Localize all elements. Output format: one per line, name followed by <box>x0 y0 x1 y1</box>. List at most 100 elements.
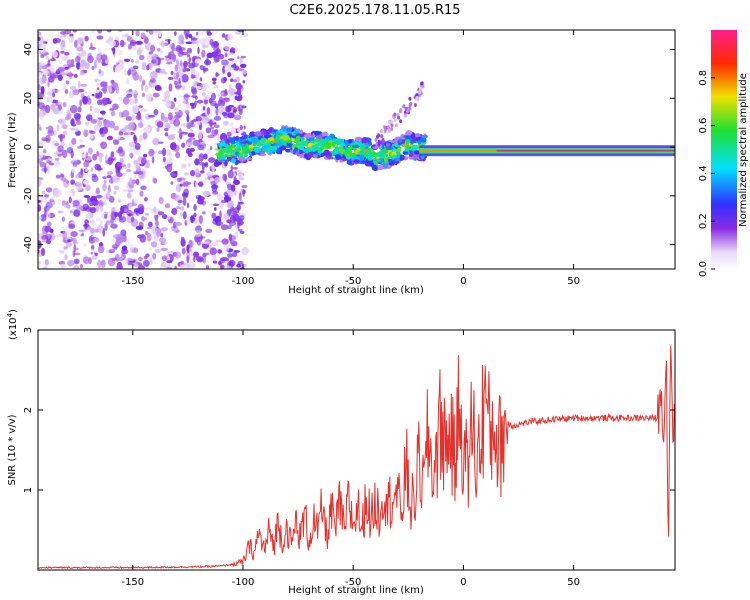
spectrogram-noise-blob <box>197 198 204 205</box>
spectrogram-noise-blob <box>62 130 68 135</box>
spectrogram-noise-blob <box>76 46 84 52</box>
spectrogram-noise-blob <box>73 209 81 218</box>
spectrogram-signal-blob <box>248 138 252 142</box>
spectrogram-noise-blob <box>133 65 139 70</box>
spectrogram-signal-blob <box>219 141 226 147</box>
spectrogram-noise-blob <box>82 203 89 210</box>
spectrogram-noise-blob <box>199 170 205 174</box>
spectrogram-signal-blob <box>284 148 291 152</box>
snr-x-label: Height of straight line (km) <box>288 585 424 596</box>
spectrogram-noise-blob <box>73 73 78 78</box>
spectrogram-noise-blob <box>135 178 140 185</box>
spectrogram-noise-blob <box>167 215 171 220</box>
spectrogram-noise-blob <box>123 132 129 135</box>
spectrogram-noise-blob <box>121 245 128 251</box>
spectrogram-noise-blob <box>90 167 94 172</box>
spectrogram-signal-blob <box>276 140 284 147</box>
spectrogram-noise-blob <box>62 230 67 240</box>
spectrogram-noise-blob <box>163 91 166 100</box>
spectrogram-noise-blob <box>204 161 209 168</box>
spectrogram-noise-blob <box>179 183 183 187</box>
spectrogram-signal-blob <box>247 140 253 145</box>
spectrogram-signal-blob <box>225 139 230 144</box>
spectrogram-noise-blob <box>228 58 235 61</box>
spectrogram-noise-blob <box>128 152 134 158</box>
spectrogram-noise-blob <box>206 52 214 59</box>
spectrogram-noise-blob <box>222 120 229 126</box>
spectrogram-noise-blob <box>211 164 215 172</box>
spectrogram-noise-blob <box>191 105 195 110</box>
spectrogram-noise-blob <box>186 202 190 209</box>
spectrogram-noise-blob <box>201 119 209 126</box>
spectrogram-noise-blob <box>191 95 198 98</box>
spectrogram-noise-blob <box>45 55 50 60</box>
spectrogram-noise-blob <box>193 187 198 193</box>
spectrogram-noise-blob <box>167 157 173 165</box>
spectrogram-noise-blob <box>100 195 107 203</box>
spectrogram-noise-blob <box>195 168 200 177</box>
spectrogram-noise-blob <box>88 240 96 244</box>
spectrogram-noise-blob <box>179 212 183 217</box>
spectrogram-noise-blob <box>166 260 173 264</box>
spectrogram-noise-blob <box>94 59 97 69</box>
spectrogram-noise-blob <box>202 256 206 264</box>
spectrogram-noise-blob <box>179 77 183 82</box>
spectrogram-noise-blob <box>128 141 136 148</box>
spectrogram-noise-blob <box>56 234 63 238</box>
spectrogram-noise-blob <box>115 85 120 94</box>
spectrogram-noise-blob <box>41 156 49 160</box>
spectrogram-noise-blob <box>135 162 141 170</box>
spectrogram-noise-blob <box>120 128 127 133</box>
spectrogram-noise-blob <box>215 239 222 243</box>
spectrogram-noise-blob <box>168 83 173 92</box>
spectrogram-noise-blob <box>237 228 243 232</box>
spectrogram-signal-blob <box>291 133 296 136</box>
spectrogram-noise-blob <box>154 212 158 216</box>
spectrogram-noise-blob <box>187 162 192 167</box>
spectrogram-signal-blob <box>317 150 323 153</box>
spectrogram-noise-blob <box>102 176 107 180</box>
spectrogram-noise-blob <box>224 88 228 95</box>
spectrogram-noise-blob <box>129 243 135 251</box>
spectrogram-x-label: Height of straight line (km) <box>288 285 424 296</box>
spectrogram-noise-blob <box>186 47 193 54</box>
spectrogram-noise-blob <box>220 199 227 204</box>
spectrogram-noise-blob <box>90 227 95 234</box>
spectrogram-signal-blob <box>235 151 239 156</box>
spectrogram-noise-blob <box>237 220 244 226</box>
spectrogram-noise-blob <box>134 198 139 204</box>
spectrogram-noise-blob <box>144 231 149 236</box>
spectrogram-noise-blob <box>129 177 132 185</box>
spectrogram-noise-blob <box>202 252 210 256</box>
spectrogram-noise-blob <box>132 198 135 206</box>
spectrogram-noise-blob <box>180 238 186 247</box>
x-tick-label: 50 <box>567 577 580 588</box>
spectrogram-noise-blob <box>168 52 172 60</box>
spectrogram-noise-blob <box>50 103 56 111</box>
spectrogram-noise-blob <box>96 35 104 40</box>
spectrogram-signal-blob <box>307 151 314 158</box>
spectrogram-signal-blob <box>260 137 266 144</box>
spectrogram-signal-blob <box>375 156 380 159</box>
spectrogram-noise-blob <box>157 141 164 144</box>
spectrogram-noise-blob <box>214 129 219 135</box>
spectrogram-noise-blob <box>142 35 147 40</box>
spectrogram-noise-blob <box>173 97 177 102</box>
spectrogram-drift-blob <box>409 102 413 106</box>
spectrogram-noise-blob <box>217 221 223 226</box>
spectrogram-noise-blob <box>122 109 130 118</box>
spectrogram-noise-blob <box>215 71 219 78</box>
spectrogram-noise-blob <box>117 234 124 244</box>
spectrogram-signal-blob <box>267 137 275 142</box>
spectrogram-noise-blob <box>91 200 96 205</box>
spectrogram-noise-blob <box>117 135 121 139</box>
spectrogram-noise-blob <box>175 251 182 259</box>
spectrogram-signal-blob <box>230 158 236 164</box>
spectrogram-noise-blob <box>238 68 245 72</box>
spectrogram-noise-blob <box>139 134 143 143</box>
spectrogram-noise-blob <box>73 264 80 269</box>
spectrogram-noise-blob <box>164 71 168 75</box>
spectrogram-drift-blob <box>413 103 417 107</box>
spectrogram-noise-blob <box>201 49 206 58</box>
spectrogram-signal-blob <box>402 151 409 155</box>
